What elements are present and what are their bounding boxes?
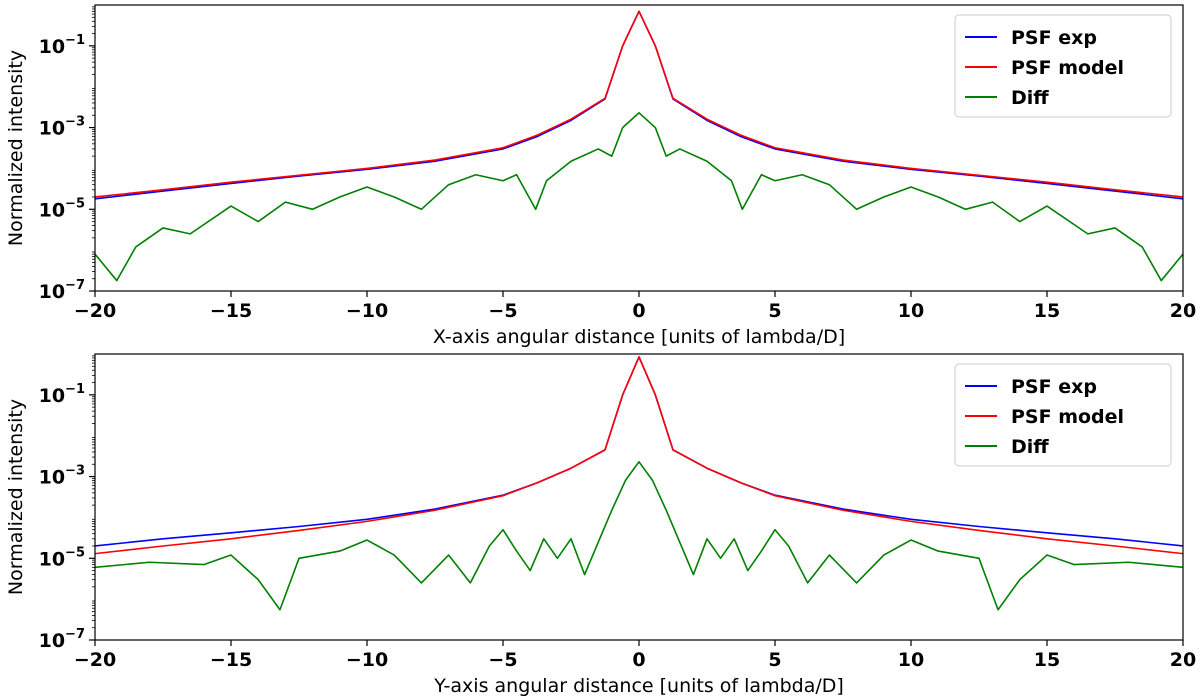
legend-label: PSF exp [1011,27,1097,49]
chart-bottom-panel: −20 −15 −10 −5 0 5 10 15 20 10−1 10−3 10−5 10−7 Y-axi… [5,353,1196,697]
x-tick-label: −15 [210,649,252,671]
x-tick-label: 0 [632,300,645,322]
y-axis-label: Normalized intensity [5,399,27,595]
series-line-diff [95,111,1183,282]
y-tick-label: 10−3 [39,115,85,140]
x-tick-label: −10 [346,649,388,671]
legend [954,14,1172,118]
x-tick-label: −5 [488,300,517,322]
series-group [95,356,1183,611]
x-tick-label: −5 [488,649,517,671]
x-tick-label: −20 [74,649,116,671]
x-tick-label: 10 [898,649,924,671]
y-tick-label: 10−5 [39,196,85,221]
legend-label: PSF model [1011,57,1124,79]
legend-label: Diff [1011,436,1049,458]
x-axis-label: Y-axis angular distance [units of lambda… [433,675,844,697]
y-tick-label: 10−7 [39,278,85,303]
x-tick-label: 20 [1170,649,1196,671]
x-tick-label: 0 [632,649,645,671]
x-tick-label: 15 [1034,649,1060,671]
legend-label: PSF model [1011,406,1124,428]
y-tick-label: 10−5 [39,545,85,570]
y-tick-label: 10−3 [39,464,85,489]
x-tick-label: −15 [210,300,252,322]
x-axis-label: X-axis angular distance [units of lambda… [433,326,845,348]
x-tick-label: 10 [898,300,924,322]
series-line-psf-model [95,10,1183,198]
x-tick-label: 15 [1034,300,1060,322]
x-tick-label: 20 [1170,300,1196,322]
chart-top-panel: −20 −15 −10 −5 0 5 10 15 20 10−1 10−3 10−5 10−7 X-axi… [5,4,1196,348]
y-tick-label: 10−7 [39,627,85,652]
x-tick-label: 5 [768,300,781,322]
x-tick-label: 5 [768,649,781,671]
legend-label: Diff [1011,87,1049,109]
series-line-diff [95,460,1183,611]
legend-label: PSF exp [1011,376,1097,398]
series-group [95,10,1183,282]
legend [954,363,1172,467]
y-tick-label: 10−1 [39,382,85,407]
y-axis-label: Normalized intensity [5,50,27,246]
y-tick-label: 10−1 [39,33,85,58]
x-tick-label: −10 [346,300,388,322]
x-tick-label: −20 [74,300,116,322]
series-line-psf-model [95,356,1183,555]
